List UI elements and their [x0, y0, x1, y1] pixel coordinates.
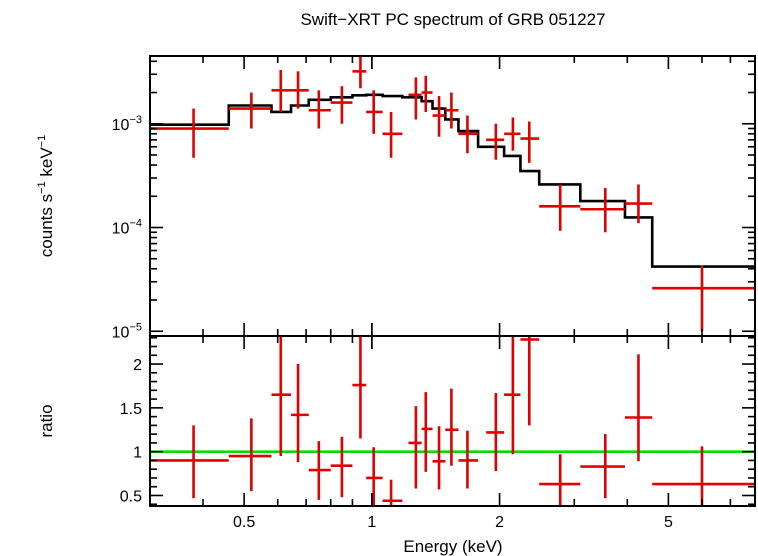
ratio-panel: 0.5 1 1.5 2 ratio: [37, 335, 756, 507]
ratio-panel-ticks: [149, 336, 756, 506]
y-tick-base: 10: [112, 117, 130, 134]
y-tick-label: 2: [133, 357, 142, 374]
ratio-point: [408, 406, 422, 489]
ratio-point: [520, 336, 540, 426]
spectrum-point: [486, 123, 505, 160]
ratio-point: [580, 434, 625, 499]
y-tick-exponent: −3: [129, 114, 142, 126]
ylabel-unit: keV: [37, 147, 56, 182]
x-tick-label: 0.5: [233, 514, 255, 531]
ylabel-base: counts s: [37, 194, 56, 257]
ratio-point: [291, 364, 309, 463]
x-tick-label: 5: [664, 514, 673, 531]
ratio-point: [228, 418, 272, 492]
spectrum-y-tick-labels: 10−310−410−5: [112, 114, 142, 341]
spectrum-y-axis-label: counts s−1 keV−1: [36, 135, 56, 257]
y-tick-label: 10−5: [112, 321, 142, 341]
ratio-y-tick-labels: 0.5 1 1.5 2: [120, 357, 142, 505]
ratio-point: [352, 336, 367, 439]
ratio-point: [458, 430, 479, 489]
y-tick-label: 0.5: [120, 488, 142, 505]
spectrum-point: [652, 265, 755, 332]
spectrum-point: [228, 92, 272, 129]
x-tick-labels: 0.5 1 2 5: [233, 514, 673, 531]
chart-title: Swift−XRT PC spectrum of GRB 051227: [300, 10, 605, 29]
spectrum-point: [271, 69, 292, 112]
ratio-point: [486, 392, 505, 471]
spectrum-point: [458, 115, 479, 154]
ratio-point: [539, 454, 581, 506]
ylabel-exponent-2: −1: [36, 135, 48, 148]
ratio-data-points: [150, 336, 755, 506]
spectrum-point: [352, 56, 367, 89]
ratio-point: [366, 447, 383, 506]
ylabel-exponent-1: −1: [36, 181, 48, 194]
ratio-point: [382, 479, 403, 506]
y-tick-exponent: −4: [129, 218, 142, 230]
y-tick-label: 10−3: [112, 114, 142, 134]
spectrum-panel: 10−310−410−5 counts s−1 keV−1: [36, 55, 756, 341]
ratio-point: [271, 336, 292, 457]
ratio-panel-frame: [149, 335, 756, 507]
spectrum-point: [520, 121, 540, 163]
y-tick-label: 10−4: [112, 218, 142, 238]
ratio-point: [445, 388, 459, 466]
ratio-point: [150, 425, 229, 499]
x-tick-label: 2: [495, 514, 504, 531]
x-tick-label: 1: [367, 514, 376, 531]
y-tick-base: 10: [112, 221, 130, 238]
spectrum-point: [330, 86, 353, 124]
x-axis-label: Energy (keV): [403, 537, 502, 556]
ratio-point: [308, 441, 331, 500]
y-tick-base: 10: [112, 324, 130, 341]
ratio-point: [432, 426, 446, 490]
spectrum-data-points: [150, 56, 755, 332]
spectrum-point: [366, 90, 383, 134]
ratio-y-axis-label: ratio: [37, 404, 56, 437]
ratio-point: [421, 392, 433, 472]
spectrum-point: [580, 188, 625, 233]
spectrum-point: [421, 75, 433, 112]
spectrum-point: [150, 108, 229, 158]
spectrum-point: [504, 117, 521, 151]
spectrum-point: [308, 90, 331, 129]
ratio-point: [624, 354, 653, 462]
y-tick-label: 1.5: [120, 401, 142, 418]
ratio-point: [330, 436, 353, 498]
spectrum-point: [445, 92, 459, 129]
spectrum-point: [382, 111, 403, 158]
spectrum-point: [291, 71, 309, 109]
ratio-point: [504, 336, 521, 455]
y-tick-exponent: −5: [129, 321, 142, 333]
spectrum-point: [624, 184, 653, 224]
spectrum-point: [408, 77, 422, 120]
y-tick-label: 1: [133, 445, 142, 462]
spectrum-point: [432, 96, 446, 137]
ratio-point: [652, 446, 755, 506]
spectrum-point: [539, 184, 581, 231]
